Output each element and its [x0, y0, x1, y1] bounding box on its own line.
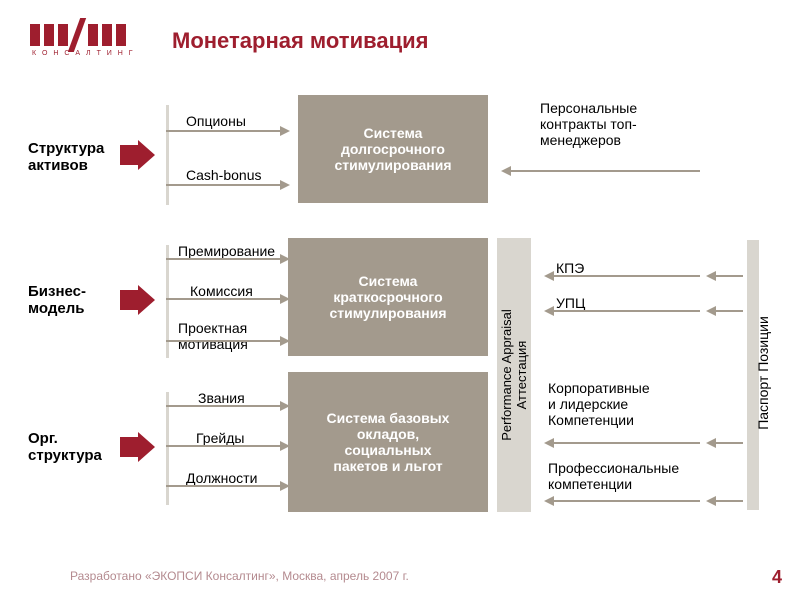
left-item-2: Премирование — [178, 243, 275, 259]
passport-arrow-2 — [708, 442, 743, 444]
page-title: Монетарная мотивация — [172, 28, 428, 54]
left-item-arrow-6 — [166, 445, 288, 447]
big-arrow-1 — [120, 285, 155, 315]
big-arrow-0 — [120, 140, 155, 170]
logo: К О Н С А Л Т И Н Г — [30, 20, 140, 64]
left-item-arrow-1 — [166, 184, 288, 186]
left-item-0: Опционы — [186, 113, 246, 129]
left-vbar-2 — [166, 392, 169, 505]
left-item-1: Cash-bonus — [186, 167, 262, 183]
left-category-0: Структура активов — [28, 140, 104, 175]
left-category-1: Бизнес- модель — [28, 283, 86, 318]
perf-appraisal-label: Performance Appraisal Аттестация — [499, 238, 529, 512]
left-item-7: Должности — [186, 470, 257, 486]
center-box-1: Система краткосрочного стимулирования — [288, 238, 488, 356]
right-item-4: Профессиональные компетенции — [548, 460, 679, 492]
left-vbar-0 — [166, 105, 169, 205]
right-item-arrow-2 — [546, 310, 700, 312]
left-item-6: Грейды — [196, 430, 244, 446]
passport-label: Паспорт Позиции — [755, 293, 771, 453]
right-item-2: УПЦ — [556, 295, 585, 311]
passport-arrow-3 — [708, 500, 743, 502]
page-number: 4 — [772, 567, 782, 588]
right-item-3: Корпоративные и лидерские Компетенции — [548, 380, 650, 428]
left-item-arrow-7 — [166, 485, 288, 487]
right-item-1: КПЭ — [556, 260, 584, 276]
left-item-4: Проектная мотивация — [178, 320, 248, 352]
right-item-0: Персональные контракты топ- менеджеров — [540, 100, 637, 148]
center-box-0: Система долгосрочного стимулирования — [298, 95, 488, 203]
passport-arrow-0 — [708, 275, 743, 277]
right-item-arrow-3 — [546, 442, 700, 444]
right-item-arrow-0 — [503, 170, 700, 172]
left-category-2: Орг. структура — [28, 430, 102, 465]
big-arrow-2 — [120, 432, 155, 462]
left-item-arrow-4 — [166, 340, 288, 342]
left-item-5: Звания — [198, 390, 245, 406]
left-item-arrow-5 — [166, 405, 288, 407]
footer-text: Разработано «ЭКОПСИ Консалтинг», Москва,… — [70, 570, 409, 584]
center-box-2: Система базовых окладов, социальных паке… — [288, 372, 488, 512]
right-item-arrow-1 — [546, 275, 700, 277]
left-item-arrow-2 — [166, 258, 288, 260]
left-item-arrow-3 — [166, 298, 288, 300]
right-item-arrow-4 — [546, 500, 700, 502]
left-item-3: Комиссия — [190, 283, 253, 299]
left-item-arrow-0 — [166, 130, 288, 132]
passport-arrow-1 — [708, 310, 743, 312]
